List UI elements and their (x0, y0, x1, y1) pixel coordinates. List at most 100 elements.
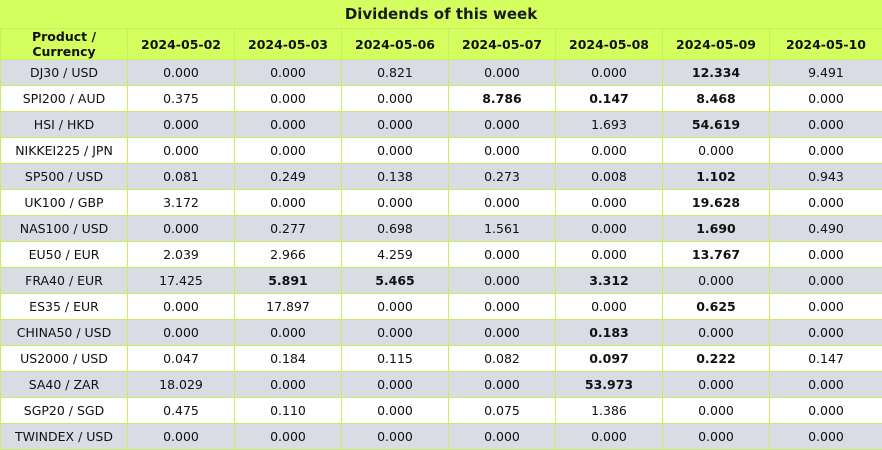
dividend-cell: 0.821 (342, 60, 449, 86)
dividend-cell: 0.000 (128, 424, 235, 450)
dividend-cell: 0.081 (128, 164, 235, 190)
dividend-cell: 1.693 (556, 112, 663, 138)
dividend-cell: 0.000 (235, 424, 342, 450)
dividend-cell: 2.966 (235, 242, 342, 268)
dividend-cell: 0.273 (449, 164, 556, 190)
dividend-cell: 0.000 (449, 372, 556, 398)
dividend-cell: 0.000 (770, 112, 882, 138)
header-date: 2024-05-08 (556, 29, 663, 60)
dividend-cell: 0.000 (235, 112, 342, 138)
dividend-cell: 0.000 (663, 138, 770, 164)
dividend-cell: 0.000 (556, 216, 663, 242)
dividend-cell: 0.625 (663, 294, 770, 320)
dividend-cell: 1.386 (556, 398, 663, 424)
dividend-cell: 0.000 (342, 424, 449, 450)
dividend-cell: 0.000 (235, 372, 342, 398)
dividend-cell: 53.973 (556, 372, 663, 398)
dividend-cell: 0.375 (128, 86, 235, 112)
dividend-cell: 0.008 (556, 164, 663, 190)
dividend-cell: 0.000 (449, 138, 556, 164)
dividend-cell: 0.000 (449, 424, 556, 450)
dividend-cell: 0.000 (770, 372, 882, 398)
dividend-cell: 0.000 (342, 294, 449, 320)
dividend-cell: 3.172 (128, 190, 235, 216)
dividend-cell: 0.075 (449, 398, 556, 424)
dividend-cell: 17.425 (128, 268, 235, 294)
dividend-cell: 0.000 (449, 112, 556, 138)
dividend-cell: 0.047 (128, 346, 235, 372)
product-cell: FRA40 / EUR (1, 268, 128, 294)
dividend-cell: 0.147 (556, 86, 663, 112)
dividend-cell: 0.000 (556, 190, 663, 216)
dividend-cell: 5.891 (235, 268, 342, 294)
dividend-cell: 0.000 (128, 138, 235, 164)
dividend-cell: 0.000 (342, 190, 449, 216)
dividend-cell: 0.475 (128, 398, 235, 424)
dividend-cell: 8.468 (663, 86, 770, 112)
dividend-cell: 0.000 (556, 294, 663, 320)
header-date: 2024-05-09 (663, 29, 770, 60)
dividend-cell: 0.000 (770, 242, 882, 268)
dividend-cell: 0.000 (663, 424, 770, 450)
dividend-cell: 0.000 (770, 86, 882, 112)
dividend-cell: 0.249 (235, 164, 342, 190)
dividend-cell: 0.000 (449, 320, 556, 346)
dividend-cell: 0.000 (770, 190, 882, 216)
dividend-cell: 0.000 (128, 60, 235, 86)
dividend-cell: 0.000 (235, 138, 342, 164)
dividend-cell: 0.000 (449, 242, 556, 268)
dividend-cell: 13.767 (663, 242, 770, 268)
dividend-cell: 0.000 (770, 398, 882, 424)
dividend-cell: 2.039 (128, 242, 235, 268)
dividend-cell: 0.000 (449, 268, 556, 294)
dividend-cell: 0.000 (342, 86, 449, 112)
dividends-table: Product / Currency 2024-05-02 2024-05-03… (0, 28, 882, 450)
dividend-cell: 0.000 (663, 372, 770, 398)
dividend-cell: 3.312 (556, 268, 663, 294)
dividend-cell: 17.897 (235, 294, 342, 320)
product-cell: NAS100 / USD (1, 216, 128, 242)
product-cell: ES35 / EUR (1, 294, 128, 320)
product-cell: SP500 / USD (1, 164, 128, 190)
dividend-cell: 0.000 (449, 60, 556, 86)
dividend-cell: 0.183 (556, 320, 663, 346)
product-cell: NIKKEI225 / JPN (1, 138, 128, 164)
dividend-cell: 0.000 (128, 320, 235, 346)
dividend-cell: 0.222 (663, 346, 770, 372)
dividend-cell: 0.000 (663, 398, 770, 424)
dividend-cell: 0.115 (342, 346, 449, 372)
dividend-cell: 0.000 (449, 190, 556, 216)
dividend-cell: 0.000 (556, 138, 663, 164)
dividend-cell: 0.000 (235, 320, 342, 346)
dividend-cell: 0.147 (770, 346, 882, 372)
product-cell: SA40 / ZAR (1, 372, 128, 398)
table-title: Dividends of this week (0, 0, 882, 28)
dividend-cell: 0.000 (235, 86, 342, 112)
dividend-cell: 0.097 (556, 346, 663, 372)
dividend-cell: 54.619 (663, 112, 770, 138)
product-cell: SGP20 / SGD (1, 398, 128, 424)
dividend-cell: 0.000 (770, 138, 882, 164)
product-cell: SPI200 / AUD (1, 86, 128, 112)
dividend-cell: 0.000 (770, 424, 882, 450)
dividend-cell: 0.000 (235, 190, 342, 216)
dividend-cell: 0.000 (342, 398, 449, 424)
dividend-cell: 0.000 (663, 268, 770, 294)
dividend-cell: 8.786 (449, 86, 556, 112)
product-cell: US2000 / USD (1, 346, 128, 372)
dividend-cell: 1.690 (663, 216, 770, 242)
